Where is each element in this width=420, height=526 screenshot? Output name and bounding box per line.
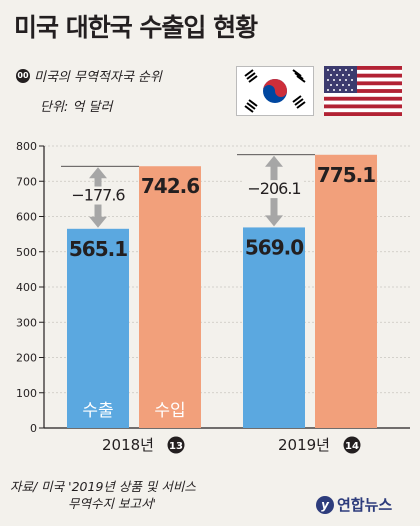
gap-arrow-head-down [265, 215, 283, 227]
y-tick-label: 300 [16, 316, 37, 329]
x-tick-label: 2018년 [102, 436, 154, 454]
rank-badge-icon: 00 [16, 68, 30, 83]
series-label-export: 수출 [82, 401, 113, 421]
bar-value-label: 742.6 [141, 174, 199, 198]
y-tick-label: 800 [16, 140, 37, 153]
yonhap-logo-icon: y [316, 495, 334, 514]
x-tick-label: 2019년 [278, 436, 330, 454]
gap-arrow-head-down [89, 216, 107, 228]
y-tick-label: 500 [16, 246, 37, 259]
bar-export [243, 227, 305, 428]
gap-label-bg [68, 186, 128, 205]
y-tick-label: 0 [30, 422, 37, 435]
rank-badge-label: 13 [169, 441, 183, 452]
rank-legend: 00 미국의 무역적자국 순위 [16, 66, 162, 85]
gap-label: −177.6 [71, 186, 125, 205]
gap-arrow-head-up [89, 167, 107, 179]
y-tick-label: 100 [16, 387, 37, 400]
source-line-2: 무역수지 보고서' [68, 496, 156, 511]
rank-badge-icon [343, 436, 361, 454]
gap-label-bg [244, 180, 304, 199]
y-tick-label: 400 [16, 281, 37, 294]
rank-badge-icon [167, 436, 185, 454]
bar-value-label: 775.1 [317, 163, 375, 187]
bar-import [139, 166, 201, 428]
bar-value-label: 569.0 [245, 235, 303, 259]
bar-chart: 0 100 200 300 400 500 600 700 800 565.1 742.6 −177.… [16, 140, 410, 454]
bar-value-label: 565.1 [69, 237, 127, 261]
series-label-import: 수입 [154, 401, 185, 421]
gap-arrow-head-up [265, 155, 283, 167]
bar-export [67, 228, 129, 428]
korea-flag-icon [236, 66, 314, 116]
yonhap-credit: y 연합뉴스 [316, 494, 392, 515]
gap-label: −206.1 [247, 179, 300, 198]
yonhap-name: 연합뉴스 [337, 496, 393, 514]
rank-badge-label: 14 [345, 441, 359, 452]
y-tick-label: 600 [16, 211, 37, 224]
unit-label: 단위: 억 달러 [40, 100, 113, 115]
bar-import [315, 154, 377, 428]
chart-title: 미국 대한국 수출입 현황 [14, 13, 258, 42]
rank-legend-label: 미국의 무역적자국 순위 [34, 70, 162, 85]
source-note: 자료/ 미국 '2019년 상품 및 서비스 무역수지 보고서' [10, 478, 196, 512]
source-line-1: 자료/ 미국 '2019년 상품 및 서비스 [10, 479, 196, 494]
usa-flag-icon [324, 66, 402, 116]
y-tick-label: 200 [16, 352, 37, 365]
y-tick-label: 700 [16, 175, 37, 188]
